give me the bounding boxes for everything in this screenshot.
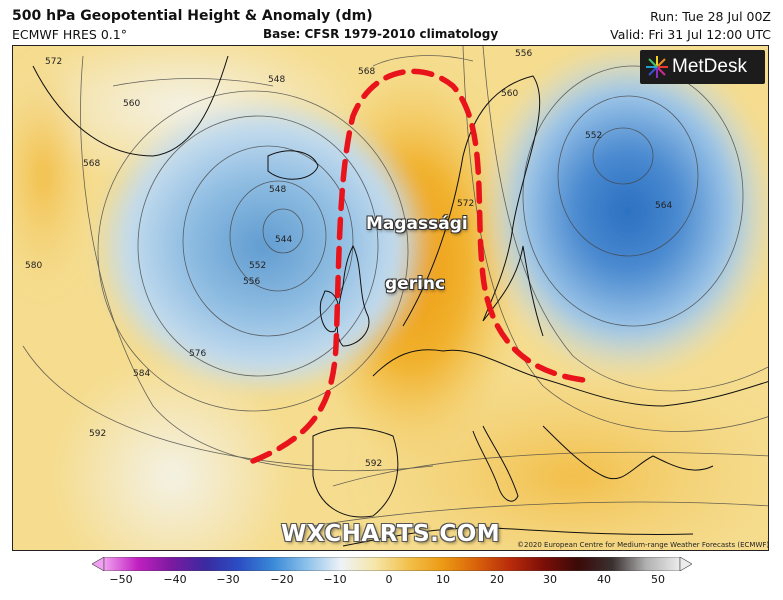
contour-label: 556 — [515, 49, 532, 59]
metdesk-burst-icon — [646, 56, 668, 78]
chart-title: 500 hPa Geopotential Height & Anomaly (d… — [12, 8, 373, 24]
contour-label: 572 — [457, 199, 474, 209]
colorbar-tick: 10 — [436, 573, 450, 586]
colorbar-tick: −30 — [216, 573, 240, 586]
coastlines — [32, 55, 768, 547]
height-contours — [22, 46, 768, 527]
contour-label: 552 — [585, 131, 602, 141]
climatology-label: Base: CFSR 1979-2010 climatology — [263, 27, 499, 41]
colorbar-tick: −50 — [109, 573, 133, 586]
scandinavian-low-anomaly — [478, 46, 768, 381]
anomaly-colorbar — [92, 557, 692, 571]
run-time: Run: Tue 28 Jul 00Z — [650, 9, 771, 24]
contour-label-group: 572 548 560 568 548 544 552 556 580 576 … — [25, 49, 672, 469]
valid-time: Valid: Fri 31 Jul 12:00 UTC — [610, 27, 771, 42]
colorbar-tick: −10 — [323, 573, 347, 586]
contour-label: 572 — [45, 57, 62, 67]
greenland-coast — [32, 55, 229, 157]
colorbar-tick: 40 — [597, 573, 611, 586]
contour-label: 580 — [25, 261, 42, 271]
contour-label: 556 — [243, 277, 260, 287]
contour-label: 584 — [133, 369, 150, 379]
model-label: ECMWF HRES 0.1° — [12, 27, 127, 42]
colorbar-tick: 0 — [385, 573, 393, 586]
colorbar-tick: 30 — [543, 573, 557, 586]
atlantic-low-anomaly — [93, 96, 433, 396]
contour-label: 552 — [249, 261, 266, 271]
contour-label: 560 — [123, 99, 140, 109]
uk-coast — [336, 244, 370, 347]
contour-label: 576 — [189, 349, 206, 359]
warm-edge-west — [13, 56, 93, 296]
contour-label: 548 — [269, 185, 286, 195]
contour-label: 564 — [655, 201, 672, 211]
ridge-label-line-1: Magassági — [366, 214, 468, 234]
contour-label: 592 — [365, 459, 382, 469]
warm-south — [353, 366, 768, 550]
colorbar-tick: −20 — [270, 573, 294, 586]
iceland-coast — [267, 150, 319, 180]
contour-label: 568 — [358, 67, 375, 77]
wxcharts-watermark: WXCHARTS.COM — [281, 521, 501, 547]
contour-label: 544 — [275, 235, 292, 245]
italy-coast — [472, 425, 519, 502]
colorbar-body — [103, 557, 681, 571]
pale-atlantic — [53, 356, 293, 550]
colorbar-right-arrow — [679, 557, 692, 571]
baltic-coast — [482, 245, 544, 337]
colorbar-tick: 20 — [490, 573, 504, 586]
weather-map[interactable]: 572 548 560 568 548 544 552 556 580 576 … — [12, 45, 769, 551]
colorbar-tick: 50 — [651, 573, 665, 586]
ridge-outline — [250, 68, 596, 464]
contour-label: 560 — [501, 89, 518, 99]
ridge-label-line-2: gerinc — [385, 274, 446, 294]
metdesk-logo-text: MetDesk — [672, 56, 747, 77]
continental-coast — [372, 349, 768, 407]
ireland-coast — [319, 290, 340, 333]
colorbar-tick: −40 — [163, 573, 187, 586]
balkan-coast — [542, 425, 714, 480]
contour-label: 568 — [83, 159, 100, 169]
contour-label: 548 — [268, 75, 285, 85]
metdesk-logo: MetDesk — [640, 50, 765, 84]
contour-label: 592 — [89, 429, 106, 439]
colorbar-left-arrow — [92, 557, 105, 571]
iberia-coast — [312, 427, 399, 518]
map-canvas: 572 548 560 568 548 544 552 556 580 576 … — [13, 46, 768, 550]
copyright-note: ©2020 European Centre for Medium-range W… — [517, 541, 770, 549]
north-africa-coast — [342, 527, 694, 547]
scandinavia-coast — [402, 75, 541, 327]
